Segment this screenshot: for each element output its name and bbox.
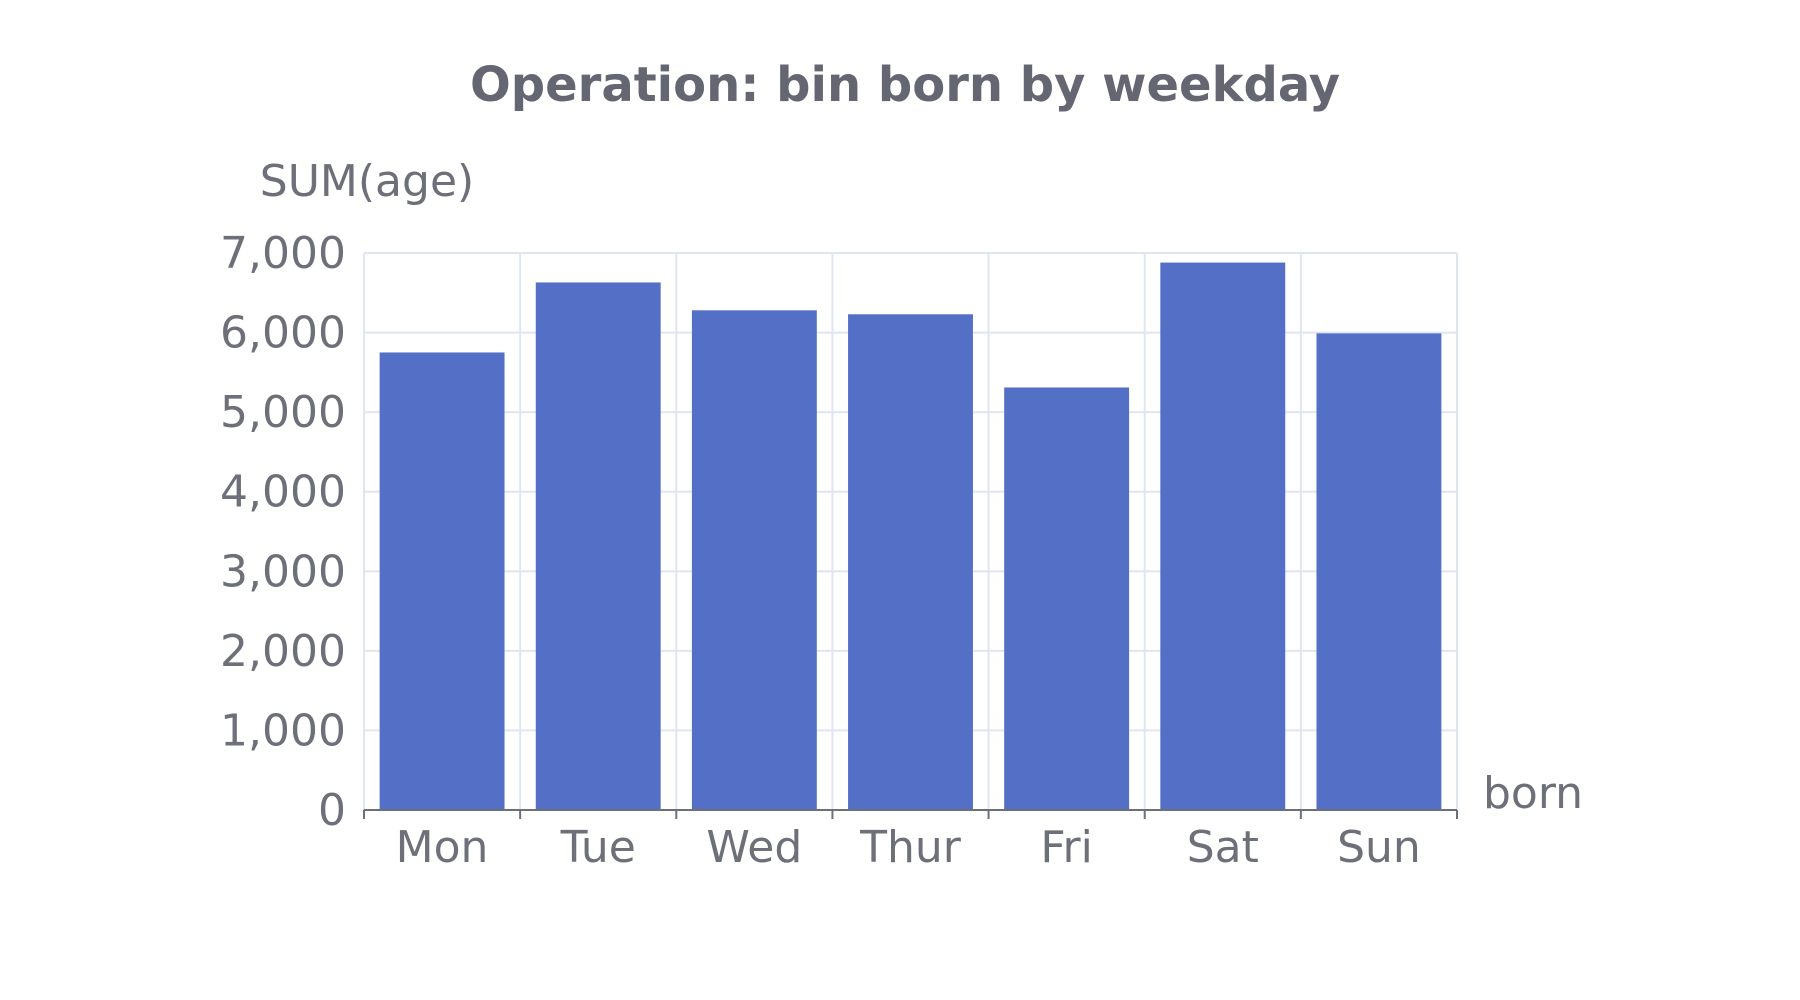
x-tick-label: Sat bbox=[1187, 822, 1259, 873]
x-tick-label: Thur bbox=[859, 822, 962, 873]
x-tick-label: Wed bbox=[706, 822, 802, 873]
bars bbox=[379, 262, 1442, 811]
y-tick-label: 2,000 bbox=[220, 626, 346, 677]
axes bbox=[363, 809, 1458, 819]
bar-fri[interactable] bbox=[1004, 387, 1130, 810]
x-tick-label: Mon bbox=[396, 822, 489, 873]
y-tick-label: 4,000 bbox=[220, 467, 346, 518]
y-tick-label: 5,000 bbox=[220, 387, 346, 438]
chart-title: Operation: bin born by weekday bbox=[470, 57, 1340, 113]
x-tick-label: Fri bbox=[1040, 822, 1092, 873]
bar-sat[interactable] bbox=[1160, 262, 1286, 810]
y-tick-label: 0 bbox=[318, 785, 346, 836]
bar-tue[interactable] bbox=[535, 282, 661, 811]
y-tick-label: 6,000 bbox=[220, 308, 346, 359]
tick-labels: 0 1,000 2,000 3,000 4,000 5,000 6,000 7,000 Mon T… bbox=[220, 228, 1421, 873]
y-tick-label: 7,000 bbox=[220, 228, 346, 279]
y-axis-label: SUM(age) bbox=[260, 156, 474, 207]
bar-sun[interactable] bbox=[1316, 333, 1442, 810]
y-tick-label: 3,000 bbox=[220, 546, 346, 597]
x-axis-label: born bbox=[1483, 768, 1583, 819]
bar-wed[interactable] bbox=[691, 310, 817, 810]
x-tick-label: Tue bbox=[560, 822, 636, 873]
bar-thur[interactable] bbox=[848, 314, 973, 810]
bar-mon[interactable] bbox=[379, 352, 505, 810]
x-tick-label: Sun bbox=[1337, 822, 1421, 873]
y-tick-label: 1,000 bbox=[220, 705, 346, 756]
